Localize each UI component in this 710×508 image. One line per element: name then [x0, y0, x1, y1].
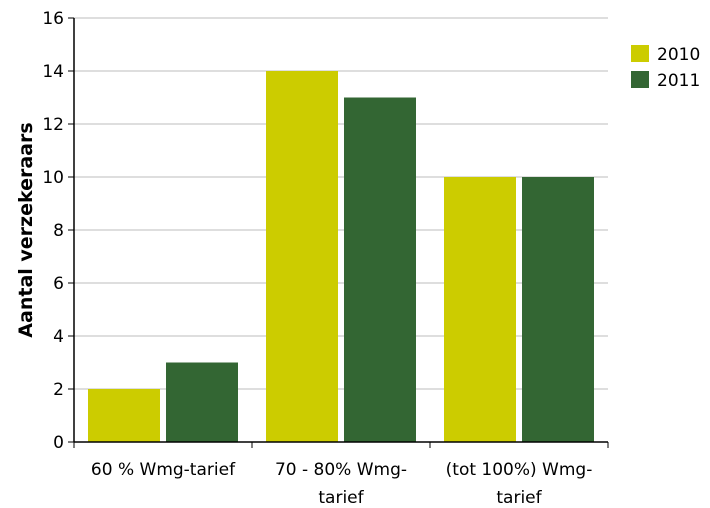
category-label: tarief: [318, 488, 364, 508]
legend-swatch-2010: [631, 45, 649, 62]
y-tick-label: 10: [42, 168, 64, 188]
bar-2010-2: [444, 177, 516, 442]
y-tick-label: 0: [53, 433, 64, 453]
y-tick-label: 6: [53, 274, 64, 294]
gridlines: [74, 17, 608, 390]
legend: 2010 2011: [631, 45, 700, 91]
y-tick-label: 16: [42, 9, 64, 29]
bar-2011-1: [344, 97, 416, 442]
y-tick-label: 12: [42, 115, 64, 135]
category-label: (tot 100%) Wmg-: [446, 460, 593, 480]
y-tick-label: 4: [53, 327, 64, 347]
y-axis-label: Aantal verzekeraars: [15, 122, 37, 337]
bar-2010-1: [266, 71, 338, 442]
bar-2011-2: [522, 177, 594, 442]
category-label: tarief: [496, 488, 542, 508]
category-labels: 60 % Wmg-tarief 70 - 80% Wmg-tarief (tot 1…: [91, 460, 592, 508]
category-label: 70 - 80% Wmg-: [275, 460, 407, 480]
legend-label-2011: 2011: [657, 71, 700, 91]
legend-label-2010: 2010: [657, 45, 700, 65]
y-tick-label: 8: [53, 221, 64, 241]
legend-swatch-2011: [631, 71, 649, 88]
bar-2010-0: [88, 389, 160, 442]
axes: [68, 17, 609, 448]
y-tick-label: 14: [42, 62, 64, 82]
bars: [88, 71, 594, 442]
bar-2011-0: [166, 362, 238, 442]
category-label: 60 % Wmg-tarief: [91, 460, 236, 480]
y-tick-label: 2: [53, 380, 64, 400]
y-tick-labels: 0 2 4 6 8 10 12 14 16: [42, 9, 64, 453]
